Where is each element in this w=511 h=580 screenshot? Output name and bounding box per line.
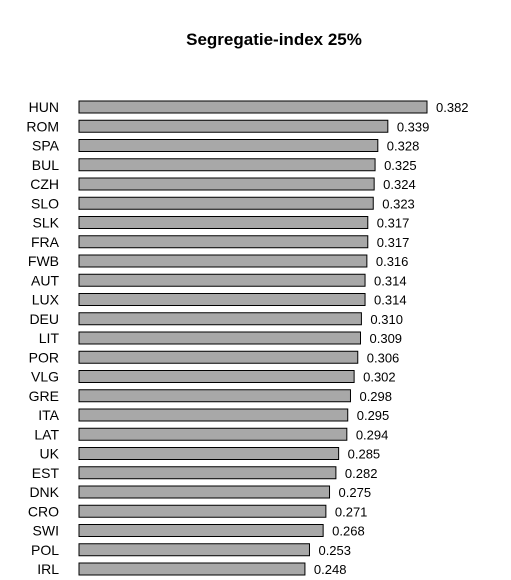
value-label: 0.317 (377, 235, 410, 250)
bar-aut (78, 273, 366, 287)
bar-lux (78, 293, 366, 306)
category-label: CRO (28, 503, 59, 519)
bar-rom (78, 119, 389, 133)
category-label: POR (29, 349, 59, 365)
category-label: SLO (31, 195, 59, 211)
value-label: 0.295 (357, 408, 390, 423)
value-label: 0.253 (318, 543, 351, 558)
bar-dnk (78, 485, 331, 499)
category-label: POL (31, 542, 59, 558)
category-label: AUT (31, 272, 59, 288)
category-label: ROM (26, 118, 59, 134)
category-label: HUN (29, 99, 59, 115)
bar-por (78, 350, 359, 364)
value-label: 0.382 (436, 100, 469, 115)
value-label: 0.302 (363, 370, 396, 385)
category-label: UK (40, 446, 60, 462)
category-label: VLG (31, 369, 59, 385)
bar-bul (78, 158, 376, 172)
value-label: 0.248 (314, 562, 347, 577)
category-label: IRL (37, 561, 59, 577)
category-label: FWB (28, 253, 59, 269)
category-label: FRA (31, 234, 60, 250)
value-label: 0.325 (384, 158, 417, 173)
bar-fra (78, 235, 369, 249)
bar-fwb (78, 254, 368, 268)
value-label: 0.328 (387, 139, 420, 154)
bar-ita (78, 408, 349, 422)
value-label: 0.298 (359, 389, 392, 404)
category-label: DEU (29, 311, 59, 327)
value-label: 0.314 (374, 273, 407, 288)
value-label: 0.306 (367, 350, 400, 365)
value-label: 0.339 (397, 119, 430, 134)
bar-slk (78, 216, 369, 229)
category-label: GRE (29, 388, 59, 404)
category-label: SLK (33, 215, 60, 231)
bar-cro (78, 504, 327, 518)
bar-pol (78, 543, 310, 557)
value-label: 0.314 (374, 293, 407, 308)
bar-swi (78, 524, 324, 537)
value-label: 0.323 (382, 196, 415, 211)
value-label: 0.282 (345, 466, 378, 481)
bar-hun (78, 100, 428, 114)
category-label: BUL (32, 157, 59, 173)
bar-irl (78, 562, 306, 576)
value-label: 0.310 (370, 312, 403, 327)
bar-czh (78, 177, 375, 191)
value-label: 0.268 (332, 524, 365, 539)
bar-lit (78, 331, 361, 345)
category-label: ITA (38, 407, 59, 423)
bar-slo (78, 196, 374, 210)
category-label: LAT (34, 426, 59, 442)
category-label: LIT (39, 330, 60, 346)
value-label: 0.316 (376, 254, 409, 269)
value-label: 0.317 (377, 216, 410, 231)
value-label: 0.324 (383, 177, 416, 192)
bar-spa (78, 139, 379, 152)
bar-uk (78, 447, 340, 460)
category-label: SWI (33, 523, 59, 539)
bar-vlg (78, 370, 355, 383)
value-label: 0.309 (370, 331, 403, 346)
value-label: 0.285 (348, 447, 381, 462)
category-label: SPA (32, 138, 60, 154)
value-label: 0.271 (335, 504, 368, 519)
category-label: CZH (30, 176, 59, 192)
category-label: LUX (32, 292, 60, 308)
value-label: 0.275 (339, 485, 372, 500)
bar-gre (78, 389, 351, 403)
bar-deu (78, 312, 362, 326)
category-label: DNK (29, 484, 59, 500)
chart-title: Segregatie-index 25% (186, 30, 362, 49)
value-label: 0.294 (356, 427, 389, 442)
bar-lat (78, 427, 348, 441)
bar-est (78, 466, 337, 480)
category-label: EST (32, 465, 60, 481)
